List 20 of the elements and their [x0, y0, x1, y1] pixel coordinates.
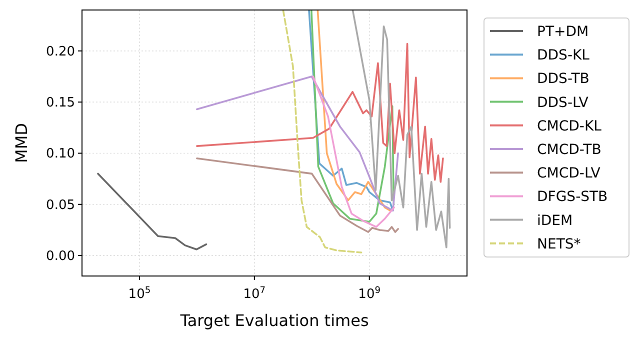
y-tick-label: 0.10 [46, 146, 75, 162]
y-tick-label: 0.20 [46, 44, 75, 60]
y-tick-label: 0.00 [46, 249, 75, 264]
legend-label: DDS-KL [537, 48, 590, 64]
y-tick-label: 0.15 [46, 96, 75, 111]
y-tick-label: 0.05 [46, 198, 75, 213]
legend-label: CMCD-TB [537, 142, 602, 158]
legend-label: PT+DM [537, 24, 589, 40]
x-tick-label: 10$^{7}$ [243, 286, 266, 302]
x-tick-label: 10$^{9}$ [358, 286, 381, 302]
legend-label: DDS-LV [537, 94, 589, 111]
y-axis-title: MMD [12, 123, 31, 163]
legend-label: iDEM [537, 212, 573, 229]
x-tick-label: 10$^{5}$ [128, 286, 151, 302]
legend-label: DFGS-STB [537, 189, 608, 206]
legend-label: CMCD-KL [537, 118, 602, 134]
x-axis-title: Target Evaluation times [179, 311, 369, 330]
legend-label: NETS* [537, 236, 581, 252]
legend-label: DDS-TB [537, 71, 590, 88]
legend-label: CMCD-LV [537, 166, 601, 182]
